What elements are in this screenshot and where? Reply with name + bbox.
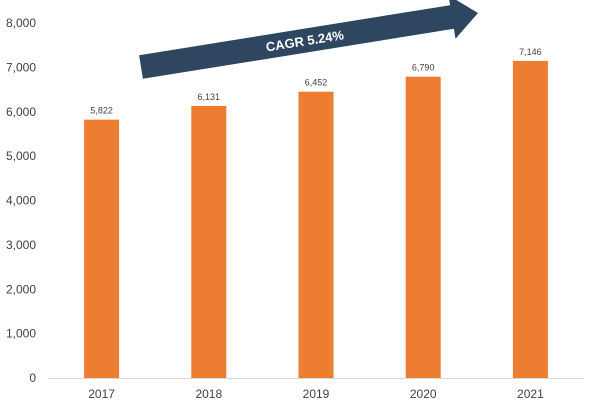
x-axis: 2017 2018 2019 2020 2021 (88, 387, 544, 401)
x-tick-label: 2019 (303, 387, 330, 401)
bars (84, 60, 548, 379)
data-labels: 5,822 6,131 6,452 6,790 7,146 (90, 47, 541, 116)
bar (84, 119, 120, 379)
x-tick-label: 2017 (88, 387, 115, 401)
bar-value-label: 5,822 (90, 106, 113, 116)
y-tick-label: 8,000 (6, 16, 36, 30)
bar-value-label: 6,452 (305, 78, 328, 88)
x-tick-label: 2020 (410, 387, 437, 401)
y-axis: 0 1,000 2,000 3,000 4,000 5,000 6,000 7,000 8,00… (6, 16, 36, 385)
bar-value-label: 6,790 (412, 63, 435, 73)
y-tick-label: 4,000 (6, 194, 36, 208)
y-tick-label: 0 (29, 371, 36, 385)
cagr-arrow-shape (139, 0, 478, 79)
bar (512, 60, 548, 379)
y-tick-label: 1,000 (6, 327, 36, 341)
y-tick-label: 7,000 (6, 60, 36, 74)
y-tick-label: 6,000 (6, 105, 36, 119)
bar (191, 105, 227, 378)
bar (298, 91, 334, 378)
y-tick-label: 2,000 (6, 282, 36, 296)
y-tick-label: 5,000 (6, 149, 36, 163)
y-tick-label: 3,000 (6, 238, 36, 252)
x-tick-label: 2018 (195, 387, 222, 401)
bar-value-label: 6,131 (198, 92, 221, 102)
bar (405, 76, 441, 378)
bar-value-label: 7,146 (519, 47, 542, 57)
x-tick-label: 2021 (517, 387, 544, 401)
